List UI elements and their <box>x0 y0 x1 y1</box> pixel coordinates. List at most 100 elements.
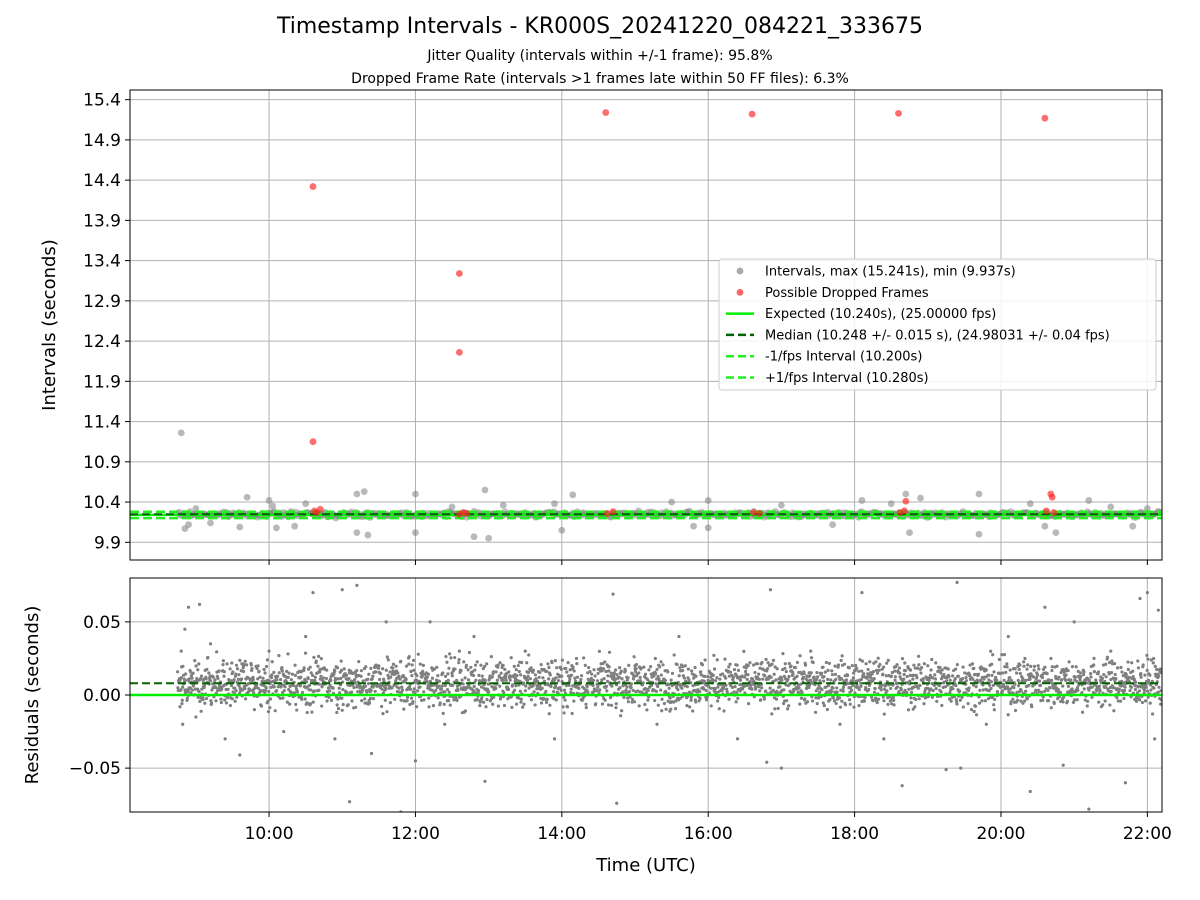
residual-point <box>391 662 395 666</box>
residual-point <box>983 699 987 703</box>
residual-point <box>743 691 747 695</box>
residual-point <box>600 678 604 682</box>
residual-point <box>664 707 668 711</box>
residual-point <box>208 642 213 646</box>
dropped-frame-point <box>455 270 463 277</box>
residual-point <box>266 699 270 703</box>
residual-point <box>378 672 383 676</box>
residual-point <box>464 663 469 668</box>
dropped-frame-point <box>316 505 324 513</box>
residual-point <box>811 660 815 665</box>
interval-point <box>569 491 577 499</box>
residual-point <box>521 705 525 709</box>
residual-point <box>428 679 433 683</box>
residual-point <box>579 674 584 678</box>
residual-point <box>280 669 284 673</box>
residual-point <box>1110 659 1114 663</box>
residual-point <box>1078 678 1082 682</box>
residual-point <box>328 689 332 693</box>
residual-point <box>554 698 558 702</box>
interval-point <box>353 529 361 537</box>
residual-point <box>1136 659 1140 663</box>
residual-point <box>727 697 731 701</box>
residual-point <box>875 701 879 705</box>
residual-point <box>626 696 630 700</box>
residual-point <box>565 705 570 709</box>
residual-point <box>978 688 982 692</box>
residual-point <box>900 657 905 661</box>
residual-point <box>438 701 442 705</box>
residual-point <box>537 675 541 679</box>
residual-point <box>574 656 579 661</box>
interval-point <box>185 521 192 528</box>
residual-point <box>860 669 864 673</box>
residual-point <box>875 671 880 675</box>
residual-point <box>479 685 484 689</box>
residual-point <box>447 666 451 670</box>
residual-point <box>685 704 689 708</box>
residual-point <box>850 664 854 668</box>
residual-point <box>1109 689 1113 694</box>
residual-point <box>775 689 779 693</box>
residual-point <box>483 679 487 683</box>
residual-point <box>317 688 321 692</box>
residual-point <box>1013 708 1018 713</box>
residual-point <box>801 675 806 679</box>
residual-point <box>820 688 824 692</box>
residual-point <box>393 697 397 701</box>
residual-point <box>609 671 613 675</box>
residual-point <box>552 697 556 701</box>
residual-point <box>1070 665 1075 669</box>
residual-point <box>980 699 984 703</box>
residual-point <box>907 687 911 691</box>
residual-point <box>929 687 933 691</box>
residual-point <box>1003 665 1007 669</box>
residual-point <box>808 678 813 682</box>
residual-point <box>797 686 801 690</box>
residual-point <box>948 690 952 695</box>
residual-point <box>366 677 370 681</box>
residual-point <box>467 650 472 655</box>
residual-point <box>273 709 277 713</box>
residual-point <box>400 688 405 692</box>
xtick-label: 18:00 <box>830 824 879 844</box>
residual-point <box>250 666 254 671</box>
residual-point <box>238 658 242 662</box>
residual-point <box>509 656 513 660</box>
residual-point <box>1039 690 1044 694</box>
residual-point <box>948 678 952 682</box>
residual-point <box>821 665 825 669</box>
residual-point <box>606 703 611 707</box>
residual-point <box>386 673 390 677</box>
residual-point <box>523 649 527 653</box>
residual-point <box>1090 695 1094 700</box>
residual-point <box>200 687 204 691</box>
residual-point <box>261 676 265 680</box>
residual-point <box>1087 807 1091 811</box>
residual-point <box>189 674 193 678</box>
residual-point <box>238 686 242 690</box>
residual-point <box>895 685 899 689</box>
residual-point <box>452 698 456 702</box>
dropped-frame-point <box>463 509 471 517</box>
residual-point <box>394 679 398 683</box>
residual-point <box>188 686 192 690</box>
interval-point <box>481 486 489 494</box>
residual-point <box>1022 664 1026 668</box>
residual-point <box>866 672 870 676</box>
residual-point <box>882 712 886 716</box>
residual-point <box>548 703 552 707</box>
residual-point <box>1097 684 1102 688</box>
residual-point <box>473 668 477 672</box>
residual-point <box>922 702 926 706</box>
residual-point <box>461 682 465 686</box>
residual-point <box>331 686 335 690</box>
residual-point <box>582 656 586 660</box>
residual-point <box>504 674 508 678</box>
bottom-ytick-label: 0.05 <box>83 613 121 633</box>
residual-point <box>833 664 837 668</box>
residual-point <box>211 675 215 679</box>
residual-point <box>989 680 993 684</box>
residual-point <box>575 661 579 666</box>
residual-point <box>622 695 626 700</box>
